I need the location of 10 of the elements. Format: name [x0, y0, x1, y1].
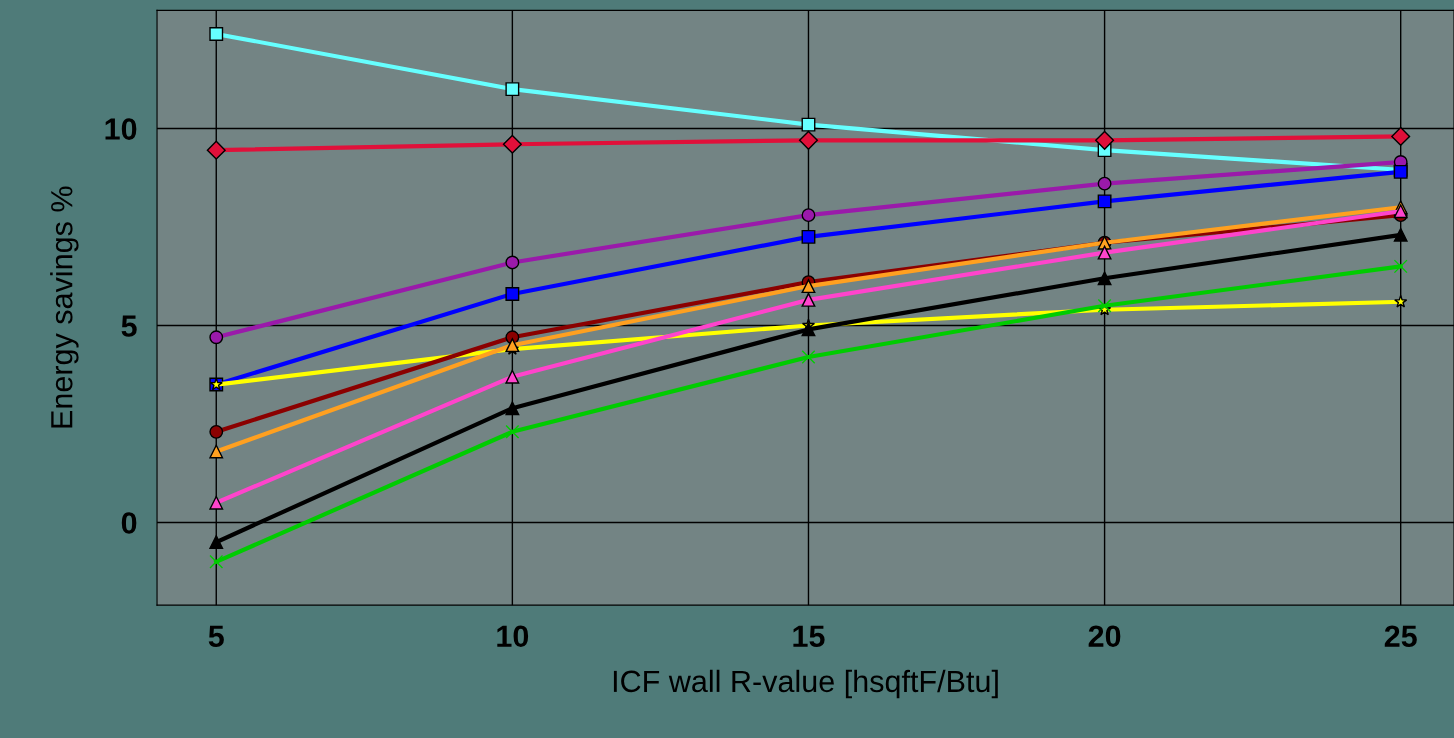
- x-tick-label: 25: [1384, 625, 1417, 648]
- y-tick-label: 0: [121, 512, 137, 534]
- x-tick-label: 15: [793, 625, 825, 648]
- y-tick-label: 5: [121, 315, 137, 337]
- x-tick-label: 10: [497, 625, 529, 648]
- x-axis-title: ICF wall R-value [hsqftF/Btu]: [613, 669, 998, 699]
- x-tick-label: 5: [208, 625, 224, 648]
- y-axis-title: Energy savings %: [50, 186, 79, 428]
- y-tick-label: 10: [105, 118, 137, 140]
- x-tick-label: 20: [1088, 625, 1121, 648]
